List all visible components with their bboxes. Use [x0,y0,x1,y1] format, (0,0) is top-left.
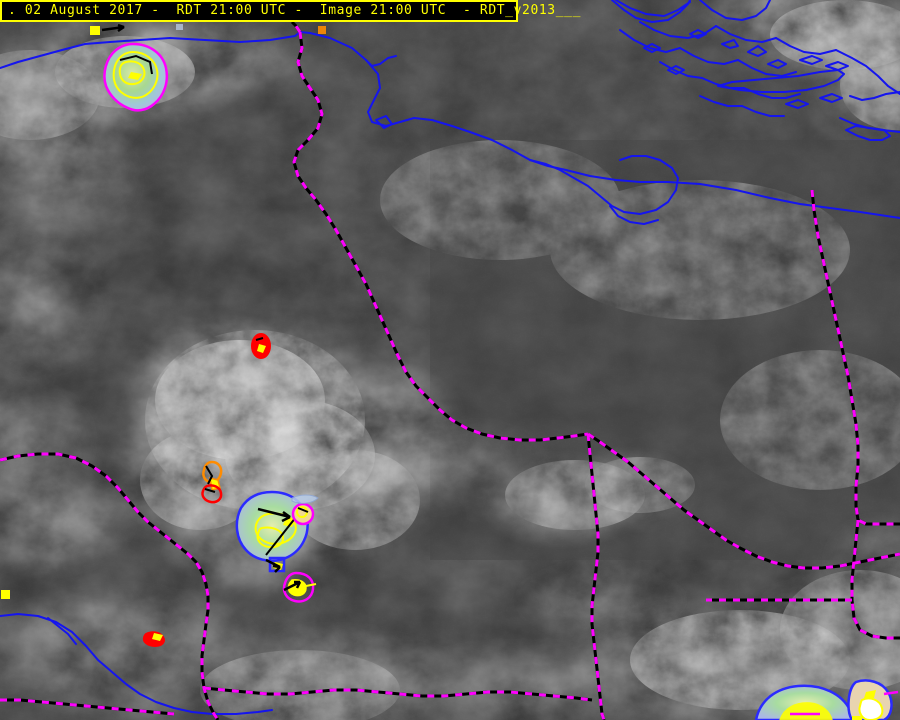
rdt-cell-south-a[interactable] [265,556,286,573]
rdt-cell-top-left-small[interactable] [90,23,125,35]
rdt-cell-nw-tunisia[interactable] [103,42,169,112]
rdt-cell-mid-red[interactable] [201,484,223,504]
rdt-cell-south-b[interactable] [282,571,317,603]
rdt-cell-sw-red[interactable] [142,631,165,648]
rdt-cell-se-large[interactable] [754,684,856,720]
rdt-cell-layer [1,23,899,720]
political-borders-layer [0,20,900,720]
title-text: . 02 August 2017 - RDT 21:00 UTC - Image… [8,3,582,18]
rdt-cell-east-small[interactable] [291,502,315,526]
rdt-cell-se-small[interactable] [852,716,862,720]
rdt-cell-wisp [291,494,319,504]
rdt-cell-main-blue[interactable] [235,490,309,563]
rdt-cell-sw-edge[interactable] [1,590,10,599]
edge-markers [176,24,326,34]
cloud-detail-ne [770,0,900,130]
title-bar: . 02 August 2017 - RDT 21:00 UTC - Image… [0,0,580,22]
cloud-mass-w [0,210,140,580]
cloud-fine-central [145,330,365,510]
rdt-cell-se-mid[interactable] [847,679,899,720]
cloud-mass-se [510,510,900,645]
cloud-detail-ce [505,457,695,530]
rdt-cell-north-hot[interactable] [251,333,271,359]
